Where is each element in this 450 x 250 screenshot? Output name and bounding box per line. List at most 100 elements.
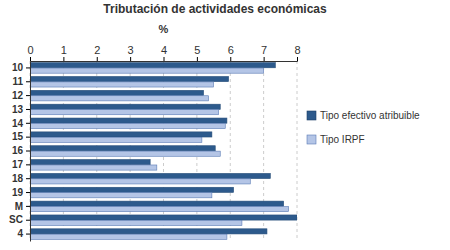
bar <box>30 187 234 192</box>
tick-mark <box>26 95 30 96</box>
tick-label: M <box>15 201 23 212</box>
tick-mark <box>26 206 30 207</box>
legend-label: Tipo IRPF <box>320 134 365 145</box>
bar <box>30 132 212 137</box>
tick-label: 4 <box>161 44 167 56</box>
tick-mark <box>26 178 30 179</box>
bar <box>30 220 242 225</box>
tick: 15 <box>12 131 30 142</box>
tick-label: 19 <box>12 187 24 198</box>
tick-label: 6 <box>228 44 234 56</box>
bar <box>30 77 229 82</box>
tick-label: 7 <box>261 44 267 56</box>
tick-mark <box>164 57 165 61</box>
tick-mark <box>26 192 30 193</box>
series <box>30 63 297 234</box>
tick-mark <box>26 151 30 152</box>
tick: SC <box>9 214 30 225</box>
tick-mark <box>26 220 30 221</box>
tick: 10 <box>12 62 30 73</box>
series <box>30 68 289 239</box>
tick: 18 <box>12 173 30 184</box>
tick-mark <box>26 137 30 138</box>
tick: 12 <box>12 90 30 101</box>
tick-label: 18 <box>12 173 24 184</box>
bar <box>30 193 212 198</box>
tick: 11 <box>12 76 30 87</box>
bar <box>30 63 275 68</box>
bar <box>30 173 270 178</box>
bar <box>30 215 297 220</box>
tick: 13 <box>12 104 30 115</box>
tick: 16 <box>12 145 30 156</box>
tick: 5 <box>194 44 200 61</box>
tick-label: 12 <box>12 90 24 101</box>
tick-label: 17 <box>12 159 24 170</box>
tick-mark <box>264 57 265 61</box>
tick-mark <box>230 57 231 61</box>
grid-line <box>297 61 298 241</box>
tick: 17 <box>12 159 30 170</box>
grid-line <box>263 61 264 241</box>
tick-mark <box>26 234 30 235</box>
bar <box>30 90 204 95</box>
tick-label: 1 <box>61 44 67 56</box>
bar <box>30 207 289 212</box>
legend-item: Tipo efectivo atribuible <box>307 110 420 121</box>
tick: 7 <box>261 44 267 61</box>
bar <box>30 229 267 234</box>
bar <box>30 179 250 184</box>
y-axis: 10111213141516171819MSC4 <box>9 62 30 242</box>
tick-label: 5 <box>194 44 200 56</box>
legend: Tipo efectivo atribuible Tipo IRPF <box>307 110 420 145</box>
tick-mark <box>26 109 30 110</box>
chart: Tributación de actividades económicas012… <box>0 0 450 250</box>
legend-swatch <box>307 111 316 120</box>
bar <box>30 165 157 170</box>
tick: 14 <box>12 118 30 129</box>
bar <box>30 151 220 156</box>
bar <box>30 137 202 142</box>
axis-line <box>31 57 298 62</box>
bar <box>30 123 225 128</box>
tick: 19 <box>12 187 30 198</box>
tick-mark <box>30 57 31 61</box>
tick-mark <box>26 81 30 82</box>
tick-mark <box>63 57 64 61</box>
bar <box>30 96 209 101</box>
bar <box>30 82 214 87</box>
tick: M <box>15 201 30 212</box>
axis-title: % <box>159 23 169 35</box>
tick-mark <box>26 67 30 68</box>
legend-label: Tipo efectivo atribuible <box>320 110 420 121</box>
grid-line <box>230 61 231 241</box>
tick-label: 0 <box>27 44 33 56</box>
tick-label: 10 <box>12 62 24 73</box>
tick: 2 <box>94 44 100 61</box>
tick-label: 13 <box>12 104 24 115</box>
tick-mark <box>26 164 30 165</box>
plot: 01234567810111213141516171819MSC4 <box>9 44 300 242</box>
tick-label: 3 <box>128 44 134 56</box>
tick-label: SC <box>9 214 23 225</box>
tick: 1 <box>61 44 67 61</box>
grid <box>30 61 297 241</box>
tick-label: 14 <box>12 118 24 129</box>
tick-label: 8 <box>294 44 300 56</box>
tick: 8 <box>294 44 300 61</box>
tick-label: 11 <box>12 76 23 87</box>
bar <box>30 234 227 239</box>
bar <box>30 160 150 165</box>
bar <box>30 104 220 109</box>
bar <box>30 201 284 206</box>
tick-mark <box>97 57 98 61</box>
bar <box>30 146 215 151</box>
bars <box>30 63 297 240</box>
tick-label: 2 <box>94 44 100 56</box>
legend-swatch <box>307 135 316 144</box>
tick-mark <box>297 57 298 61</box>
tick-label: 16 <box>12 145 24 156</box>
bar <box>30 68 264 73</box>
axis-line <box>30 62 31 242</box>
tick: 0 <box>27 44 33 61</box>
